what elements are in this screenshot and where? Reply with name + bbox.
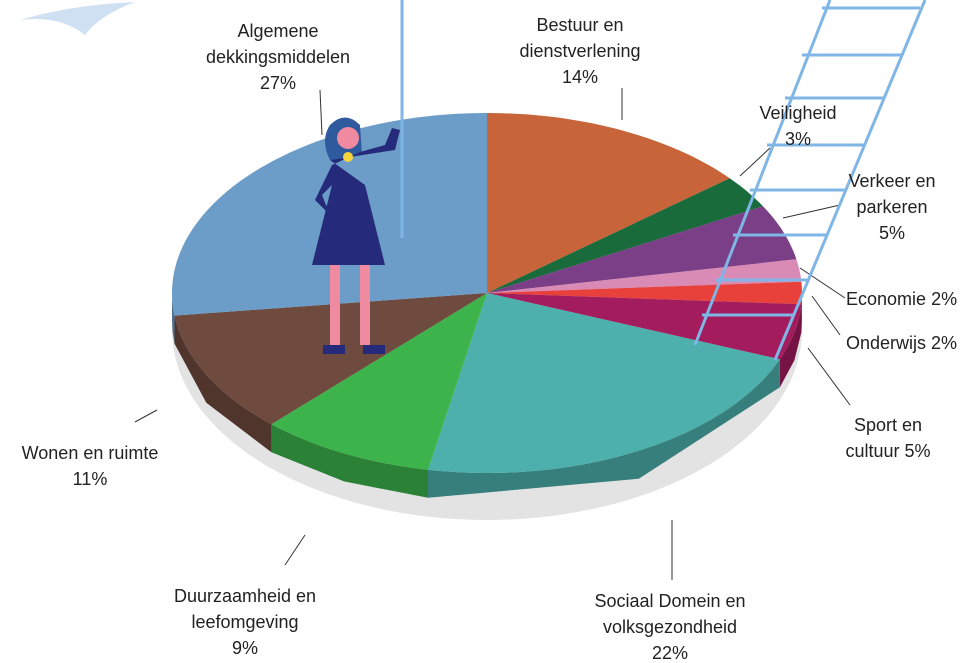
slice-label: Onderwijs 2% (846, 330, 957, 356)
slice-label: Duurzaamheid en leefomgeving 9% (145, 583, 345, 661)
category-label: Veiligheid (759, 103, 836, 123)
value-label: 2% (931, 289, 957, 309)
category-label: Algemene dekkingsmiddelen (206, 21, 350, 67)
value-label: 14% (562, 67, 598, 87)
slice-label: Sport en cultuur 5% (833, 412, 943, 464)
category-label: Verkeer en parkeren (848, 171, 935, 217)
category-label: Sociaal Domein en volksgezondheid (594, 591, 745, 637)
logo (20, 2, 135, 35)
category-label: Economie (846, 289, 926, 309)
category-label: Onderwijs (846, 333, 926, 353)
slice-label: Algemene dekkingsmiddelen 27% (178, 18, 378, 96)
slice-label: Wonen en ruimte 11% (0, 440, 185, 492)
category-label: Wonen en ruimte (22, 443, 159, 463)
value-label: 22% (652, 643, 688, 663)
slice-label: Economie 2% (846, 286, 957, 312)
value-label: 5% (905, 441, 931, 461)
value-label: 11% (73, 469, 108, 489)
value-label: 5% (879, 223, 905, 243)
value-label: 9% (232, 638, 258, 658)
slice-label: Veiligheid 3% (738, 100, 858, 152)
value-label: 27% (260, 73, 296, 93)
slice-label: Bestuur en dienstverlening 14% (490, 12, 670, 90)
slice-label: Verkeer en parkeren 5% (837, 168, 947, 246)
category-label: Duurzaamheid en leefomgeving (174, 586, 316, 632)
slice-label: Sociaal Domein en volksgezondheid 22% (560, 588, 780, 663)
value-label: 3% (785, 129, 811, 149)
category-label: Bestuur en dienstverlening (519, 15, 640, 61)
page: Bestuur en dienstverlening 14% Veiligheid 3… (0, 0, 975, 663)
value-label: 2% (931, 333, 957, 353)
